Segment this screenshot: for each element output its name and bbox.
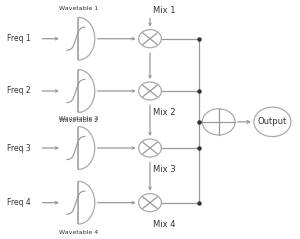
Text: Freq 1: Freq 1 (7, 34, 30, 43)
Text: Wavetable 1: Wavetable 1 (59, 6, 98, 11)
Text: Mix 4: Mix 4 (153, 220, 176, 229)
Text: Wavetable 2: Wavetable 2 (59, 118, 98, 123)
Text: Mix 1: Mix 1 (153, 6, 176, 16)
Text: Mix 3: Mix 3 (153, 165, 176, 174)
Polygon shape (78, 181, 95, 224)
Polygon shape (78, 127, 95, 169)
Text: Wavetable 3: Wavetable 3 (59, 116, 98, 121)
Polygon shape (78, 70, 95, 112)
Text: Freq 3: Freq 3 (7, 143, 30, 152)
Text: Wavetable 4: Wavetable 4 (59, 230, 98, 235)
Circle shape (139, 194, 161, 212)
Text: Freq 2: Freq 2 (7, 87, 30, 96)
Circle shape (139, 82, 161, 100)
Circle shape (139, 30, 161, 48)
Circle shape (254, 107, 291, 137)
Text: Mix 2: Mix 2 (153, 108, 176, 117)
Text: Output: Output (258, 117, 287, 126)
Text: Freq 4: Freq 4 (7, 198, 30, 207)
Circle shape (139, 139, 161, 157)
Polygon shape (78, 17, 95, 60)
Circle shape (202, 109, 235, 135)
